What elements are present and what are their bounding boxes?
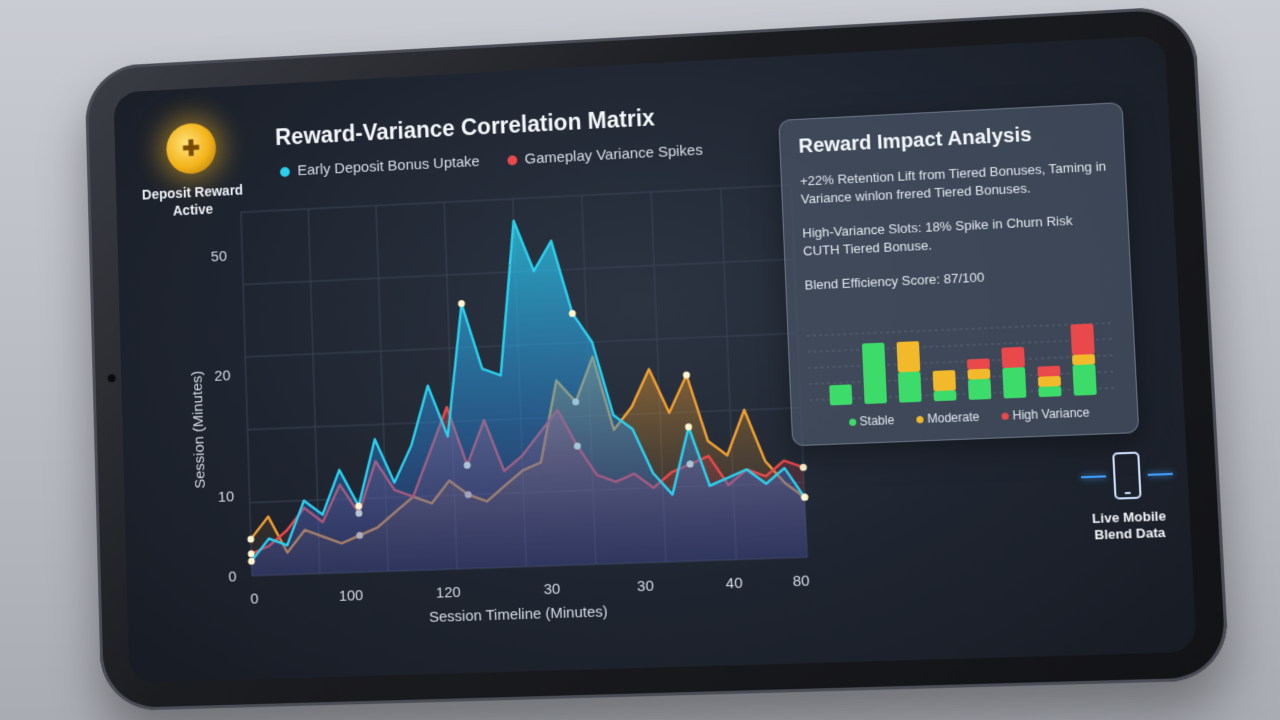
y-tick-label: 20 [214,369,231,386]
y-tick-label: 10 [218,489,235,506]
data-point[interactable] [683,371,690,378]
mini-bar-stable[interactable] [968,379,992,400]
legend-dot-variance [507,155,517,165]
x-tick-label: 80 [792,573,810,590]
panel-title: Reward Impact Analysis [798,120,1105,159]
signal-wave-right-icon [1148,473,1173,476]
mini-legend-stable: Stable [849,413,895,429]
main-chart[interactable]: 50201000 100 120 30 30 40 80 Session (Minutes)… [183,174,830,637]
legend-item-bonus[interactable]: Early Deposit Bonus Uptake [280,153,480,180]
dashboard-screen: ✚ Deposit Reward Active Reward-Variance … [113,35,1196,683]
mini-legend-stable-label: Stable [859,413,894,429]
x-axis-label: Session Timeline (Minutes) [429,604,608,626]
mini-bar-moderate[interactable] [933,370,956,391]
mini-legend-moderate: Moderate [916,410,979,427]
legend-label-bonus: Early Deposit Bonus Uptake [297,153,480,179]
live-mobile-indicator[interactable]: Live Mobile Blend Data [1074,450,1183,544]
mobile-label: Live Mobile Blend Data [1077,508,1183,544]
x-tick-label: 40 [725,575,743,592]
legend-item-variance[interactable]: Gameplay Variance Spikes [507,142,703,169]
x-tick-label: 120 [436,585,461,602]
mini-bar-high[interactable] [1001,347,1025,368]
x-tick-label: 30 [543,581,560,598]
mini-grid-line [807,323,1114,336]
signal-wave-left-icon [1081,475,1106,478]
mini-grid-line [809,372,1117,385]
x-tick-label: 100 [339,588,364,605]
mini-bar-moderate[interactable] [1072,354,1095,365]
y-tick-label: 50 [211,249,227,266]
mini-grid-line [808,355,1115,368]
x-tick-label: 0 [250,591,259,607]
mini-legend-high-label: High Variance [1012,405,1090,422]
mini-bar-stable[interactable] [1038,386,1061,397]
grid-line-v [241,212,252,576]
stable-dot-icon [849,419,856,426]
mini-bar-stable[interactable] [862,343,887,404]
panel-efficiency-text: Blend Efficiency Score: 87/100 [804,263,1112,295]
mini-bar-stable[interactable] [1072,364,1096,395]
mini-bar-high[interactable] [1037,366,1060,377]
coin-icon: ✚ [166,122,217,175]
mini-legend-high: High Variance [1002,405,1090,423]
mini-bar-moderate[interactable] [1038,376,1061,387]
x-tick-label: 30 [637,578,654,595]
legend-label-variance: Gameplay Variance Spikes [524,142,703,168]
tablet-device: ✚ Deposit Reward Active Reward-Variance … [84,5,1230,711]
page-title: Reward-Variance Correlation Matrix [275,105,655,151]
phone-icon [1112,452,1141,500]
mini-bar-moderate[interactable] [967,369,990,380]
mini-bar-high[interactable] [967,358,990,369]
mobile-icon-wrap [1074,450,1181,501]
moderate-dot-icon [917,416,924,423]
data-point[interactable] [458,300,465,307]
legend-dot-bonus [280,166,290,176]
mini-bar-stable[interactable] [829,384,852,405]
mini-grid-line [810,388,1118,400]
camera-icon [108,374,116,382]
mini-bar-stable[interactable] [934,390,957,401]
panel-retention-text: +22% Retention Lift from Tiered Bonuses,… [800,157,1108,208]
mini-bar-stable[interactable] [898,371,922,402]
y-tick-label: 0 [228,569,237,585]
mini-bar-moderate[interactable] [896,341,920,372]
chart-legend: Early Deposit Bonus Uptake Gameplay Vari… [280,142,703,180]
mini-bar-stable[interactable] [1002,367,1026,398]
reward-impact-panel: Reward Impact Analysis +22% Retention Li… [778,102,1139,446]
panel-churn-text: High-Variance Slots: 18% Spike in Churn … [802,210,1110,261]
high-dot-icon [1002,413,1010,420]
y-axis-label: Session (Minutes) [190,370,209,488]
mini-bar-chart[interactable] [806,310,1118,414]
grid-line-h [241,185,791,212]
mini-grid-line [807,339,1114,352]
mini-legend-moderate-label: Moderate [927,410,980,426]
mini-bar-high[interactable] [1070,324,1094,355]
